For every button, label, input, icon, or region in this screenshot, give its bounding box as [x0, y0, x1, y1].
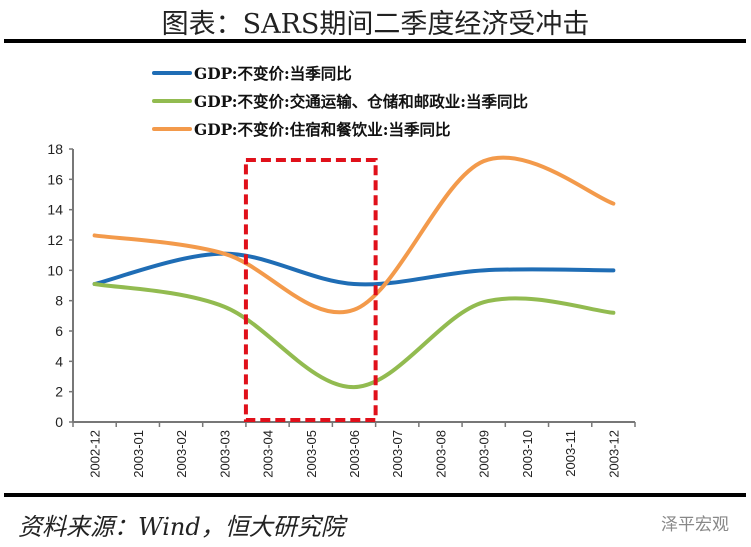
x-tick-label: 2003-08: [433, 430, 448, 478]
series-line-0: [92, 251, 616, 287]
legend-item-hospitality: GDP:不变价:住宿和餐饮业:当季同比: [152, 118, 450, 140]
legend-label: GDP:不变价:住宿和餐饮业:当季同比: [194, 120, 451, 139]
source-note: 资料来源：Wind，恒大研究院: [18, 513, 345, 541]
chart-title: 图表：SARS期间二季度经济受冲击: [161, 9, 590, 40]
x-tick-label: 2003-11: [563, 430, 578, 477]
legend-swatch-hospitality: [152, 127, 192, 131]
x-tick-label: 2003-07: [390, 430, 405, 478]
footer-rule: [4, 493, 746, 497]
x-tick-label: 2003-05: [304, 430, 319, 478]
y-tick-label: 2: [55, 384, 63, 400]
legend-item-gdp: GDP:不变价:当季同比: [152, 62, 352, 84]
y-tick-label: 18: [47, 141, 63, 157]
legend-label: GDP:不变价:当季同比: [194, 64, 352, 83]
legend-swatch-transport: [152, 99, 192, 103]
x-tick-label: 2003-06: [347, 430, 362, 478]
x-tick-label: 2003-04: [261, 430, 276, 478]
x-tick-label: 2003-01: [131, 430, 146, 478]
highlight-box: [243, 158, 378, 422]
y-tick-label: 16: [47, 171, 63, 187]
brand-watermark: 泽平宏观: [661, 515, 729, 535]
y-tick-label: 14: [47, 202, 63, 218]
y-tick-label: 12: [47, 232, 63, 248]
y-tick-label: 10: [47, 262, 63, 278]
y-tick-label: 8: [55, 293, 63, 309]
x-tick-label: 2003-02: [174, 430, 189, 478]
x-tick-label: 2003-10: [520, 430, 535, 478]
y-tick-label: 4: [55, 353, 63, 369]
x-tick-label: 2003-12: [606, 430, 621, 478]
legend-swatch-gdp: [152, 71, 192, 75]
title-rule: [4, 39, 746, 43]
y-tick-label: 0: [55, 414, 63, 430]
series-line-2: [92, 155, 616, 315]
series-line-1: [92, 281, 616, 390]
line-chart: 0 2 4 6 8 10 12 14 16 18 2002-12 2003-01 2003-02 2003…: [47, 141, 636, 478]
x-tick-label: 2003-09: [477, 430, 492, 478]
y-tick-label: 6: [55, 323, 63, 339]
x-tick-label: 2003-03: [217, 430, 232, 478]
x-tick-label: 2002-12: [88, 430, 103, 478]
legend-item-transport: GDP:不变价:交通运输、仓储和邮政业:当季同比: [152, 90, 528, 112]
legend-label: GDP:不变价:交通运输、仓储和邮政业:当季同比: [194, 92, 528, 111]
